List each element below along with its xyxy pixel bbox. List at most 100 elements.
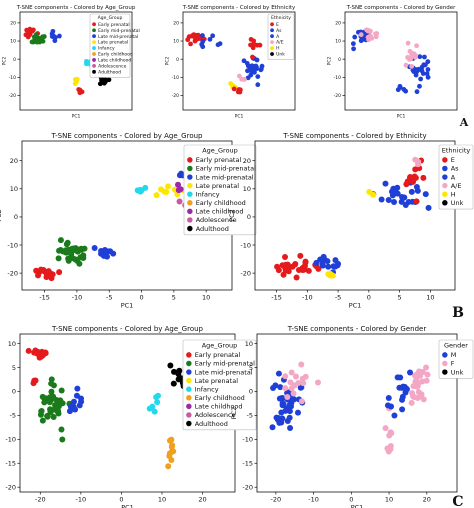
legend-entry: Early childhood (98, 52, 133, 58)
legend-entry: Unk (451, 199, 464, 207)
x-tick-label: -5 (106, 294, 112, 302)
legend-marker (92, 52, 96, 56)
data-point (149, 403, 156, 410)
data-point (253, 63, 259, 69)
y-tick-label: 5 (12, 364, 16, 372)
y-tick-label: 0 (12, 388, 16, 396)
legend-marker (186, 377, 192, 384)
data-point (43, 274, 50, 281)
data-point (300, 380, 307, 387)
y-tick-label: -10 (9, 75, 16, 81)
data-point (188, 41, 193, 47)
data-point (38, 408, 45, 415)
legend-title: Ethnicity (442, 147, 471, 155)
data-point (417, 83, 422, 89)
data-point (397, 85, 403, 90)
legend-entry: Early childhood (196, 199, 246, 207)
legend-entry: Late mid-prenatal (195, 368, 253, 376)
data-point (414, 89, 420, 95)
x-axis-label: PC1 (349, 302, 362, 310)
legend-entry: Adulthood (98, 69, 121, 75)
y-tick-label: -10 (334, 75, 341, 81)
legend-marker (186, 420, 192, 427)
data-point (165, 183, 172, 190)
data-point (292, 260, 299, 267)
points-layer (25, 347, 203, 470)
legend-entry: Early mid-prenatal (98, 28, 140, 34)
data-point (78, 88, 84, 94)
data-point (169, 442, 176, 449)
legend-marker (186, 403, 192, 410)
data-point (373, 31, 378, 37)
panel-c2: T-SNE components - Colored by Gender 10 5 0… (230, 325, 474, 508)
data-point (404, 178, 411, 185)
data-point (248, 72, 254, 78)
data-point (40, 394, 47, 401)
data-point (425, 204, 432, 211)
data-point (414, 371, 421, 378)
data-point (52, 35, 58, 40)
data-point (251, 41, 257, 47)
legend-marker (187, 182, 193, 189)
x-tick-label: 0 (367, 294, 371, 302)
data-point (165, 463, 172, 470)
legend-entry: Adulthood (196, 225, 229, 233)
legend-marker (187, 217, 193, 223)
legend-entry: Unk (276, 52, 285, 58)
data-point (274, 263, 281, 270)
x-tick-label: 10 (202, 294, 210, 302)
data-point (302, 258, 309, 265)
legend-entry: Late childhood (98, 58, 131, 64)
x-tick-label: -20 (271, 496, 282, 504)
data-point (166, 437, 173, 444)
data-point (35, 272, 42, 279)
legend-marker (92, 58, 96, 62)
y-axis-label: PC2 (0, 209, 3, 222)
data-point (62, 247, 69, 254)
y-tick-label: -20 (240, 269, 251, 277)
y-tick-label: 10 (10, 185, 18, 193)
legend-box (183, 144, 257, 236)
data-point (170, 448, 177, 455)
data-point (74, 248, 81, 255)
legend-marker (270, 22, 274, 27)
data-point (57, 33, 62, 39)
y-tick-label: -10 (242, 436, 253, 444)
plot-frame (182, 11, 296, 111)
data-point (400, 383, 407, 390)
data-point (47, 406, 54, 413)
data-point (185, 37, 191, 43)
legend-marker (442, 165, 448, 172)
plot-frame (19, 11, 133, 111)
legend-entry: Late mid-prenatal (98, 34, 138, 40)
data-point (394, 374, 401, 381)
y-tick-label: -20 (334, 93, 341, 99)
legend-entry: Late prenatal (196, 182, 240, 190)
data-point (412, 156, 419, 163)
legend-entry: Late childhood (196, 208, 244, 216)
legend-entry: Infancy (195, 385, 219, 393)
data-point (281, 254, 288, 261)
data-point (299, 375, 306, 382)
legend-entry: Late prenatal (195, 377, 239, 385)
data-point (419, 64, 425, 70)
y-axis-label: PC2 (228, 209, 236, 222)
data-point (388, 188, 395, 195)
data-point (50, 28, 56, 34)
data-point (288, 385, 295, 392)
y-tick-label: 20 (173, 20, 179, 26)
points-layer (350, 27, 431, 95)
legend-box (267, 13, 295, 60)
y-tick-label: -15 (5, 460, 16, 468)
data-point (236, 87, 242, 92)
y-tick-label: -5 (10, 412, 16, 420)
legend-entry: A (276, 34, 280, 40)
legend-entry: Adolescence (195, 411, 236, 419)
data-point (413, 72, 419, 78)
data-point (239, 76, 245, 82)
plot-frame (256, 333, 458, 493)
x-tick-label: -10 (302, 294, 313, 302)
legend-entry: A/E (276, 40, 284, 46)
data-point (325, 263, 332, 270)
